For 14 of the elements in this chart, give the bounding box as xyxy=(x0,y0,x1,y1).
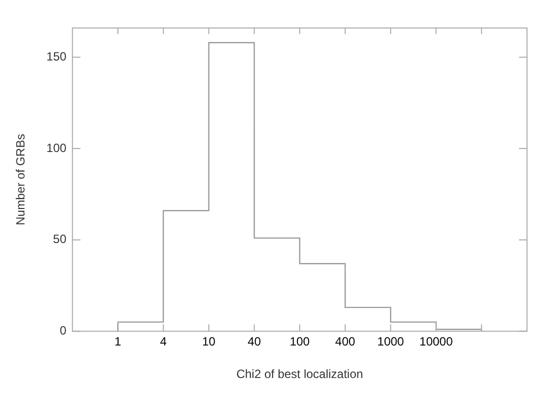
x-tick-label: 10000 xyxy=(419,334,454,349)
y-tick-label: 0 xyxy=(60,324,67,338)
x-axis-title: Chi2 of best localization xyxy=(236,367,364,382)
y-tick-label: 100 xyxy=(46,140,67,155)
x-tick-label: 40 xyxy=(248,334,262,349)
x-tick-label: 100 xyxy=(290,334,310,349)
y-tick-label: 150 xyxy=(46,50,67,64)
x-tick-label: 10 xyxy=(202,334,216,349)
x-tick-label: 4 xyxy=(160,334,167,349)
x-tick-label: 400 xyxy=(335,334,356,349)
y-axis-title: Number of GRBs xyxy=(14,134,28,226)
x-tick-label: 1000 xyxy=(377,334,404,349)
x-tick-label: 1 xyxy=(114,334,122,349)
y-tick-label: 50 xyxy=(53,232,67,246)
